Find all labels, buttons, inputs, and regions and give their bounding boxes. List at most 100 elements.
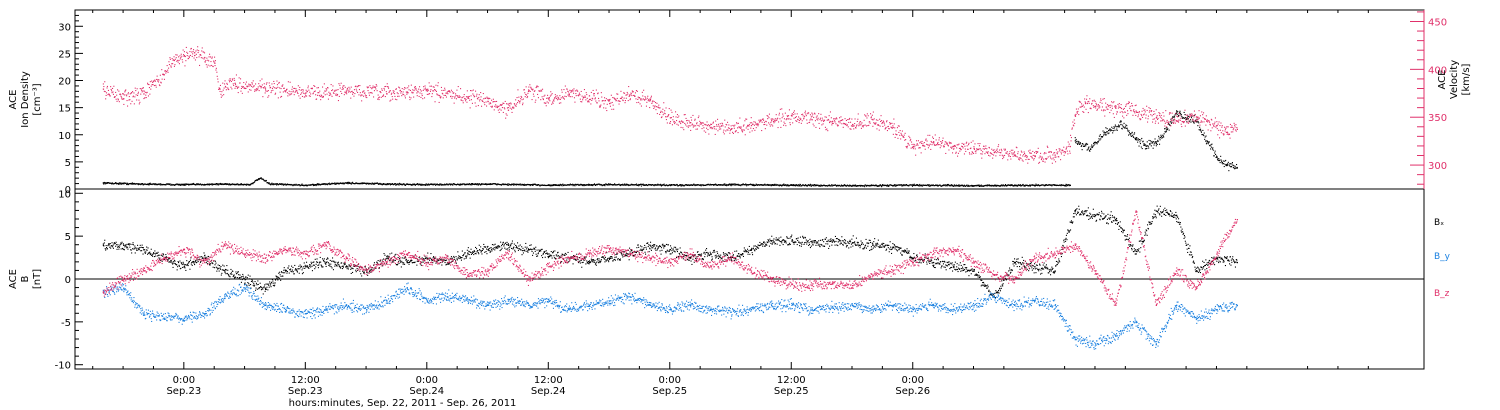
data-point bbox=[389, 184, 391, 186]
data-point bbox=[231, 88, 233, 90]
data-point bbox=[1149, 144, 1151, 146]
data-point bbox=[517, 102, 519, 104]
data-point bbox=[257, 88, 259, 90]
data-point bbox=[921, 184, 923, 186]
data-point bbox=[529, 185, 531, 187]
data-point bbox=[860, 123, 862, 125]
data-point bbox=[393, 183, 395, 185]
data-point bbox=[1236, 166, 1238, 168]
data-point bbox=[403, 94, 405, 96]
data-point bbox=[412, 184, 414, 186]
data-point bbox=[215, 184, 217, 186]
data-point bbox=[1015, 155, 1017, 157]
data-point bbox=[1143, 113, 1145, 115]
data-point bbox=[514, 105, 516, 107]
data-point bbox=[1152, 113, 1154, 115]
data-point bbox=[206, 57, 208, 59]
data-point bbox=[885, 126, 887, 128]
data-point bbox=[1121, 111, 1123, 113]
data-point bbox=[754, 121, 756, 123]
data-point bbox=[433, 90, 435, 92]
data-point bbox=[449, 183, 451, 185]
data-point bbox=[800, 118, 802, 120]
data-point bbox=[936, 144, 938, 146]
data-point bbox=[587, 184, 589, 186]
data-point bbox=[497, 109, 499, 111]
data-point bbox=[102, 88, 105, 90]
data-point bbox=[367, 90, 369, 92]
data-point bbox=[789, 184, 791, 186]
data-point bbox=[1065, 184, 1067, 186]
data-point bbox=[747, 124, 749, 126]
data-point bbox=[217, 81, 219, 83]
data-point bbox=[754, 129, 756, 131]
data-point bbox=[209, 65, 211, 67]
data-point bbox=[993, 149, 995, 151]
data-point bbox=[225, 183, 227, 185]
data-point bbox=[798, 184, 800, 186]
data-point bbox=[393, 90, 395, 92]
data-point bbox=[585, 92, 587, 94]
data-point bbox=[142, 87, 144, 89]
data-point bbox=[836, 118, 838, 120]
data-point bbox=[102, 83, 104, 85]
data-point bbox=[1221, 160, 1223, 162]
data-point bbox=[574, 90, 576, 92]
data-point bbox=[1081, 145, 1083, 147]
data-point bbox=[1150, 145, 1152, 147]
data-point bbox=[477, 105, 479, 107]
data-point bbox=[1135, 110, 1137, 112]
data-point bbox=[373, 86, 375, 88]
data-point bbox=[1190, 117, 1192, 119]
data-point bbox=[448, 184, 450, 186]
data-point bbox=[437, 85, 439, 87]
data-point bbox=[773, 119, 775, 121]
data-point bbox=[259, 80, 261, 82]
data-point bbox=[123, 94, 125, 96]
data-point bbox=[112, 91, 114, 93]
data-point bbox=[200, 57, 202, 59]
data-point bbox=[630, 184, 632, 186]
data-point bbox=[1117, 103, 1119, 105]
data-point bbox=[305, 89, 307, 91]
data-point bbox=[588, 184, 590, 186]
data-point bbox=[1157, 140, 1159, 142]
data-point bbox=[978, 149, 980, 151]
data-point bbox=[963, 184, 965, 186]
data-point bbox=[1102, 130, 1104, 132]
data-point bbox=[560, 184, 562, 186]
data-point bbox=[772, 118, 774, 120]
data-point bbox=[389, 100, 391, 102]
data-point bbox=[327, 87, 329, 89]
data-point bbox=[295, 183, 297, 185]
data-point bbox=[333, 183, 335, 185]
data-point bbox=[566, 88, 568, 90]
data-point bbox=[583, 185, 585, 187]
data-point bbox=[360, 95, 362, 97]
data-point bbox=[278, 184, 280, 186]
data-point bbox=[1086, 98, 1088, 100]
data-point bbox=[1075, 113, 1077, 115]
data-point bbox=[492, 101, 494, 103]
data-point bbox=[830, 117, 832, 119]
data-point bbox=[604, 97, 606, 99]
data-point bbox=[1020, 157, 1022, 159]
data-point bbox=[843, 122, 845, 124]
data-point bbox=[680, 123, 682, 125]
data-point bbox=[983, 185, 985, 187]
data-point bbox=[964, 145, 966, 147]
data-point bbox=[255, 88, 257, 90]
data-point bbox=[299, 184, 301, 186]
data-point bbox=[1006, 152, 1008, 154]
data-point bbox=[761, 130, 763, 132]
data-point bbox=[1130, 135, 1132, 137]
data-point bbox=[1080, 143, 1082, 145]
data-point bbox=[268, 95, 270, 97]
data-point bbox=[693, 124, 695, 126]
data-point bbox=[801, 114, 803, 116]
data-point bbox=[127, 92, 129, 94]
data-point bbox=[273, 184, 275, 186]
data-point bbox=[423, 88, 425, 90]
data-point bbox=[763, 124, 765, 126]
data-point bbox=[372, 85, 374, 87]
